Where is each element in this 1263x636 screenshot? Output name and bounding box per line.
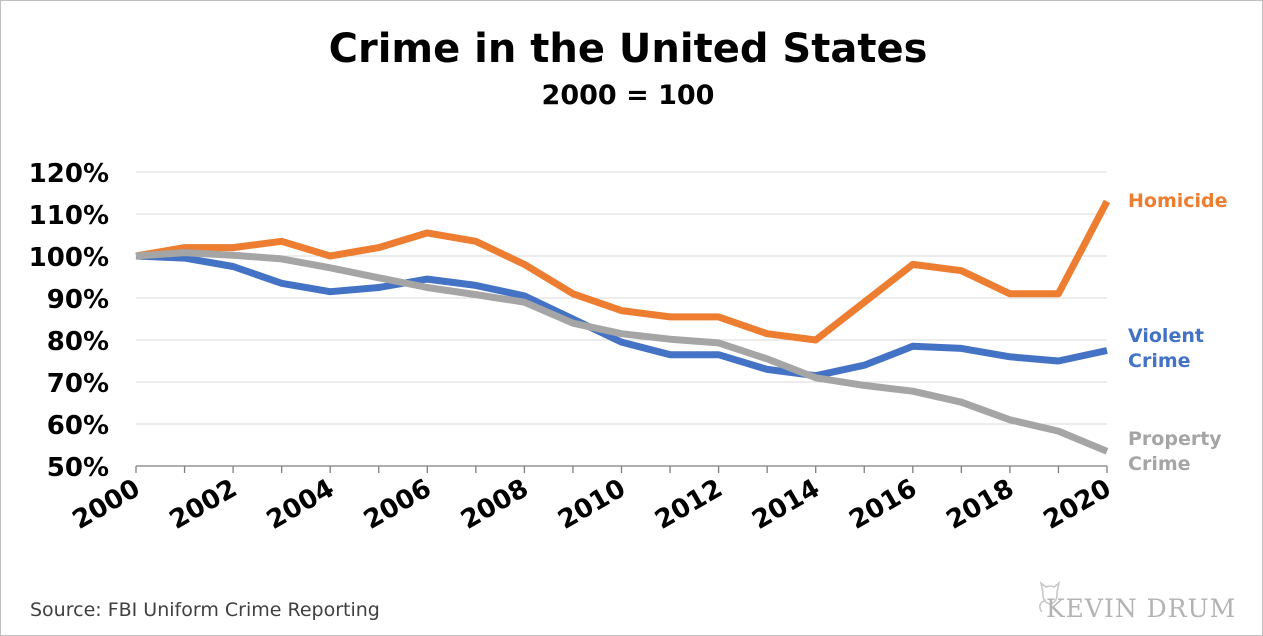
x-tick-label: 2008 <box>456 474 534 536</box>
x-tick-label: 2020 <box>1039 474 1117 536</box>
series-label-line: Property <box>1128 428 1222 450</box>
x-tick-label: 2002 <box>165 474 243 536</box>
logo: KEVIN DRUM <box>1038 580 1236 623</box>
series-label: Violent Crime <box>1128 325 1204 372</box>
series-labels: Homicide Violent Crime Property Crime <box>1128 190 1228 475</box>
x-tick-label: 2016 <box>844 474 922 536</box>
x-tick-label: 2006 <box>359 474 437 536</box>
y-axis-ticks: 120% 110% 100% 90% 80% 70% 60% 50% <box>29 159 109 483</box>
series-label: Property Crime <box>1128 428 1222 475</box>
x-tick-label: 2010 <box>553 474 631 536</box>
series-lines <box>135 199 1111 455</box>
y-tick-label: 90% <box>47 285 109 315</box>
y-tick-label: 80% <box>47 327 109 357</box>
x-tick-label: 2014 <box>747 474 825 536</box>
series-label-line: Crime <box>1128 350 1191 372</box>
series-line-violent-crime <box>135 252 1108 380</box>
y-tick-label: 110% <box>29 201 109 231</box>
x-axis-ticks: 2000 2002 2004 2006 2008 2010 2012 2014 2016 2018… <box>68 474 1117 536</box>
cat-icon <box>1038 580 1061 613</box>
chart-title: Crime in the United States <box>329 26 928 72</box>
series-label-line: Crime <box>1128 453 1191 475</box>
y-tick-label: 60% <box>47 411 109 441</box>
gridlines <box>136 171 1107 425</box>
y-tick-label: 50% <box>47 453 109 483</box>
logo-text: KEVIN DRUM <box>1046 594 1236 623</box>
x-axis <box>135 465 1108 473</box>
series-label-line: Violent <box>1128 325 1204 347</box>
series-label: Homicide <box>1128 190 1228 212</box>
y-tick-label: 100% <box>29 243 109 273</box>
x-tick-label: 2018 <box>941 474 1019 536</box>
y-tick-label: 70% <box>47 369 109 399</box>
x-tick-label: 2004 <box>262 474 340 536</box>
chart-subtitle: 2000 = 100 <box>542 80 715 111</box>
series-label-line: Homicide <box>1128 190 1228 212</box>
y-tick-label: 120% <box>29 159 109 189</box>
series-line-homicide <box>135 199 1111 344</box>
source-note: Source: FBI Uniform Crime Reporting <box>30 599 380 621</box>
x-tick-label: 2012 <box>650 474 728 536</box>
series-line-property-crime <box>135 249 1109 455</box>
